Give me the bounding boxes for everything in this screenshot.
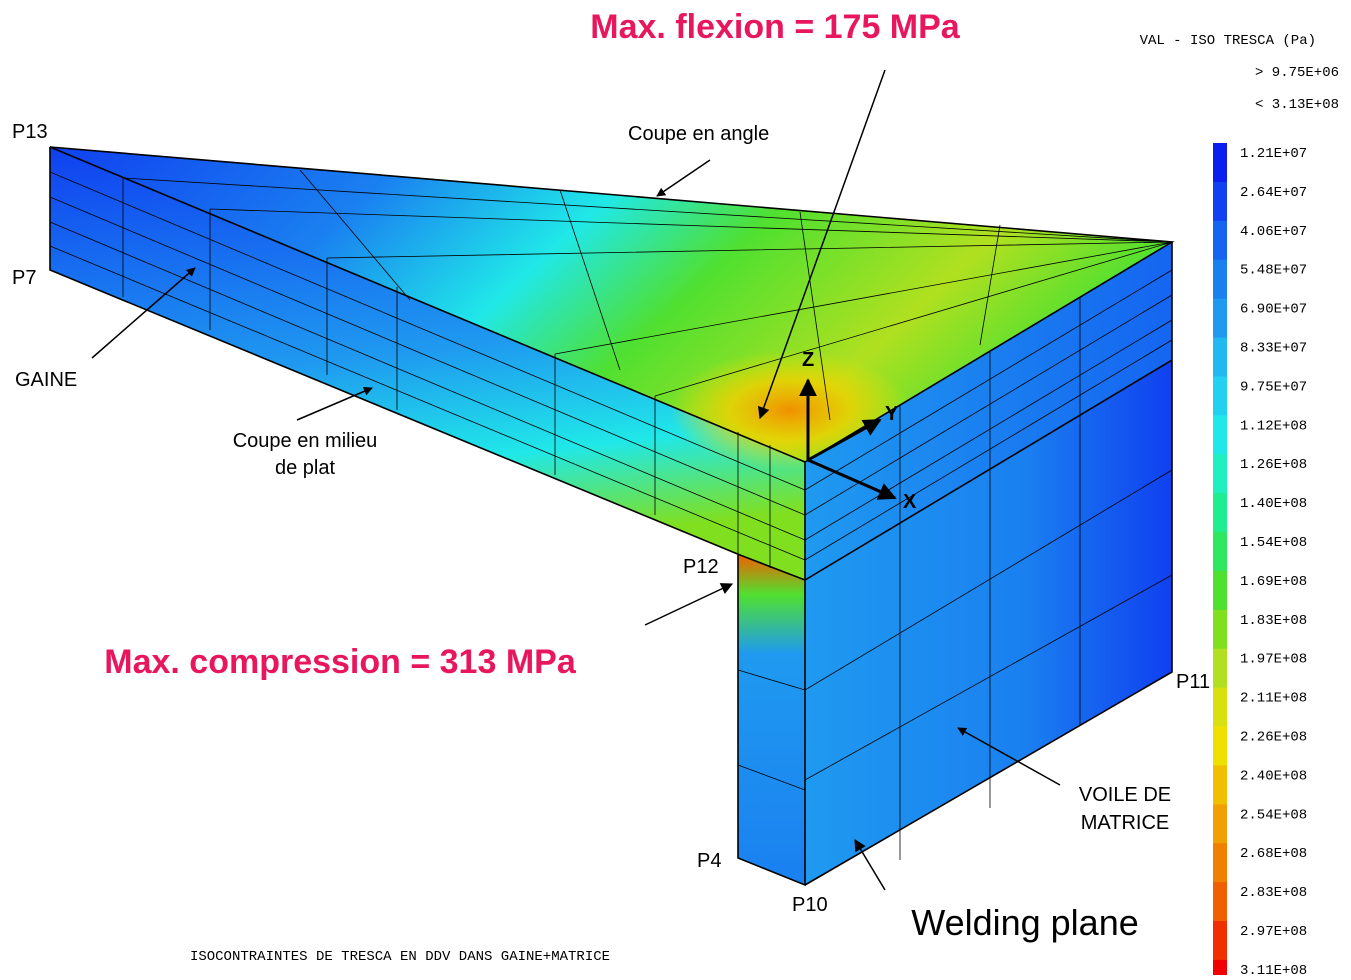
legend-level: 1.54E+08 [1240,535,1307,551]
legend-level: 2.40E+08 [1240,768,1307,784]
arrow [297,388,372,420]
legend-swatch [1213,688,1227,727]
legend-title: VAL - ISO TRESCA (Pa) [1140,33,1316,49]
legend-swatch [1213,221,1227,260]
label: Welding plane [911,902,1139,943]
legend-level: 2.83E+08 [1240,885,1307,901]
legend-swatch [1213,804,1227,843]
legend-swatch [1213,299,1227,338]
legend: 1.21E+07 2.64E+07 4.06E+07 5.48E+07 6.90E+07… [1213,143,1307,975]
legend-level: 1.21E+07 [1240,146,1307,162]
legend-level: 2.64E+07 [1240,185,1307,201]
legend-level: 2.11E+08 [1240,691,1307,707]
legend-level: 2.26E+08 [1240,730,1307,746]
legend-swatch [1213,765,1227,804]
legend-level: 3.11E+08 [1240,963,1307,975]
wall-front [738,555,805,885]
legend-level: 2.97E+08 [1240,924,1307,940]
annotation: Max. compression = 313 MPa [104,643,577,681]
legend-level: 1.97E+08 [1240,652,1307,668]
label: Coupe en angle [628,123,769,145]
legend-swatch [1213,493,1227,532]
label: MATRICE [1081,812,1170,834]
legend-level: 5.48E+07 [1240,263,1307,279]
label: VOILE DE [1079,784,1171,806]
point-label: P11 [1176,671,1210,693]
mesh-model [50,147,1172,885]
legend-swatch [1213,960,1227,975]
legend-range: > 9.75E+06 [1255,65,1339,81]
legend-level: 8.33E+07 [1240,341,1307,357]
legend-swatch [1213,376,1227,415]
legend-swatch [1213,610,1227,649]
legend-level: 4.06E+07 [1240,224,1307,240]
legend-swatch [1213,182,1227,221]
legend-level: 6.90E+07 [1240,302,1307,318]
axis-label: X [903,491,917,513]
legend-swatch [1213,338,1227,377]
arrow [657,160,710,196]
legend-level: 1.26E+08 [1240,457,1307,473]
page: {"annotations": {"max_flexion": "Max. fl… [0,0,1351,975]
label: Coupe en milieu [233,430,378,452]
label: de plat [275,457,335,479]
legend-swatch [1213,143,1227,182]
legend-level: 1.12E+08 [1240,418,1307,434]
legend-level: 2.54E+08 [1240,807,1307,823]
axis-label: Z [802,349,814,371]
legend-swatch [1213,260,1227,299]
legend-level: 1.69E+08 [1240,574,1307,590]
legend-swatch [1213,921,1227,960]
point-label: P7 [12,267,36,289]
legend-level: 9.75E+07 [1240,379,1307,395]
legend-swatch [1213,415,1227,454]
annotation: Max. flexion = 175 MPa [590,8,961,46]
legend-swatch [1213,843,1227,882]
point-label: P4 [697,850,721,872]
axis-label: Y [885,403,899,425]
legend-level: 1.40E+08 [1240,496,1307,512]
figure: Max. flexion = 175 MPa Max. compression … [0,0,1351,975]
legend-level: 2.68E+08 [1240,846,1307,862]
legend-swatch [1213,882,1227,921]
legend-swatch [1213,571,1227,610]
point-label: P10 [792,894,828,916]
legend-swatch [1213,454,1227,493]
point-label: P13 [12,121,48,143]
label: GAINE [15,369,77,391]
legend-swatch [1213,532,1227,571]
legend-range: < 3.13E+08 [1255,97,1339,113]
point-label: P12 [683,556,719,578]
caption: ISOCONTRAINTES DE TRESCA EN DDV DANS GAI… [190,949,610,965]
arrow [645,584,732,625]
legend-swatch [1213,727,1227,766]
legend-level: 1.83E+08 [1240,613,1307,629]
legend-swatch [1213,649,1227,688]
